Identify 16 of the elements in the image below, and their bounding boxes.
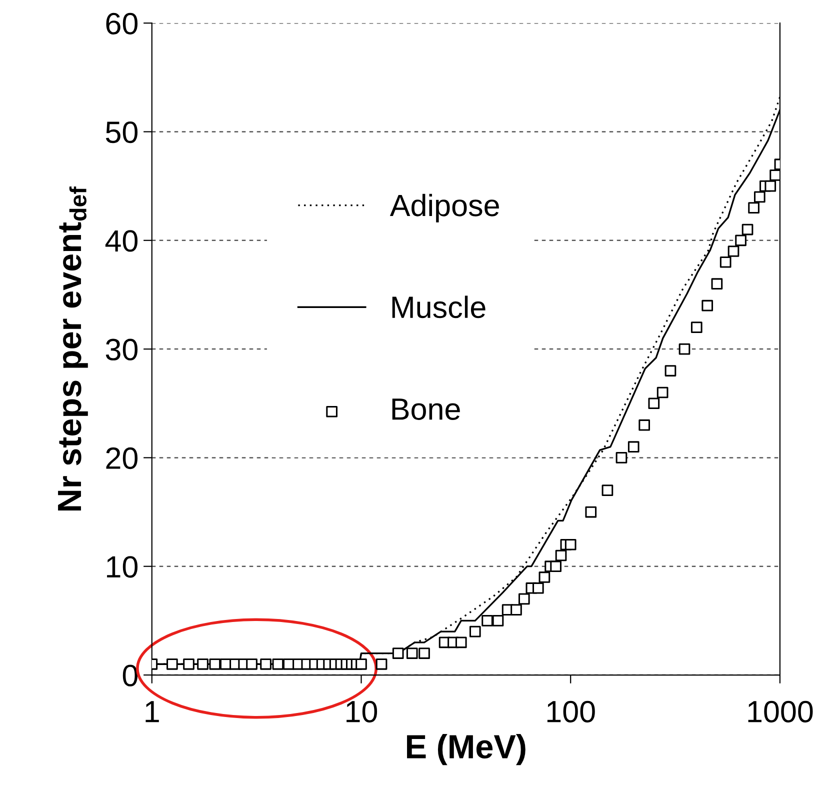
y-tick-label: 30 [106,338,138,360]
x-tick-label: 10 [346,700,378,722]
x-tick-label: 100 [547,700,595,722]
y-tick-label: 20 [106,447,138,470]
legend-label: Adipose [390,194,499,222]
y-tick-label: 10 [107,556,138,578]
y-tick-label: 50 [106,121,138,144]
x-axis-title: E (MeV) [407,734,526,766]
y-axis-title: Nr steps per event$_{def}$ [58,186,88,510]
x-tick-label: 1000 [748,700,813,722]
y-tick-label: 0 [122,664,138,686]
y-tick-label: 40 [105,230,138,252]
legend-label: Muscle [392,296,486,318]
legend-label: Bone [392,398,460,420]
x-tick-label: 1 [146,701,159,722]
y-tick-label: 60 [106,12,138,34]
